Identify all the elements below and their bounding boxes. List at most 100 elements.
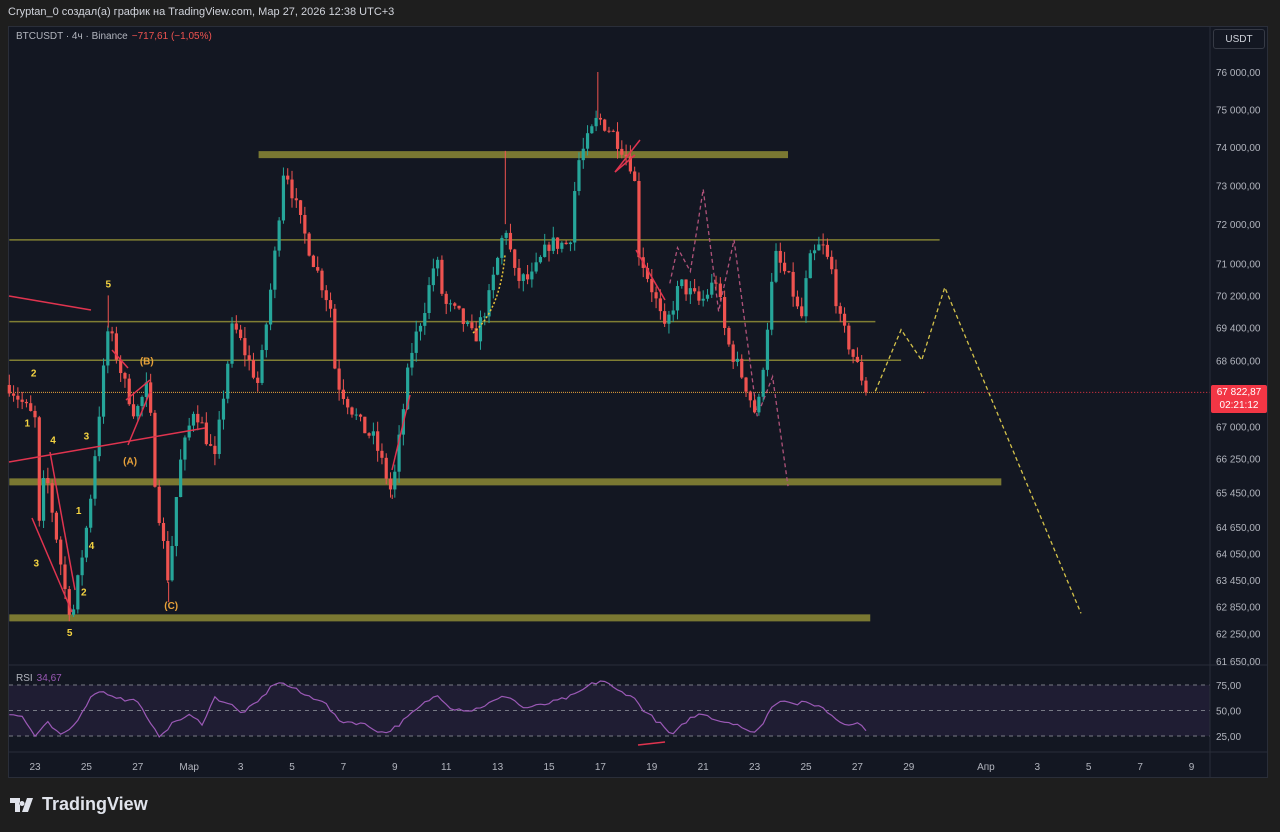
rsi-legend[interactable]: RSI 34,67 — [16, 673, 62, 684]
candle-body — [281, 175, 286, 221]
candle-body — [491, 274, 495, 291]
price-axis-label: 65 450,00 — [1216, 489, 1261, 500]
projection-path — [874, 285, 1082, 614]
candle-body — [607, 130, 611, 132]
annotation-line — [8, 295, 92, 311]
candle-body — [658, 298, 662, 312]
candle-body — [496, 257, 500, 275]
annotation-line — [111, 349, 129, 369]
time-axis-label: Апр — [977, 762, 995, 773]
candle-body — [855, 356, 859, 362]
candle-body — [153, 412, 157, 487]
candle-body — [149, 382, 153, 413]
price-axis-label: 62 850,00 — [1216, 603, 1261, 614]
time-axis-label: 9 — [392, 762, 398, 773]
candle-body — [131, 404, 136, 417]
candle-body — [157, 486, 161, 523]
time-axis-label: 29 — [903, 762, 915, 773]
candle-body — [243, 338, 247, 356]
candle-body — [551, 237, 555, 251]
candle-body — [209, 444, 213, 446]
wave-label: 2 — [81, 587, 87, 598]
time-axis-label: 7 — [1137, 762, 1143, 773]
candle-body — [701, 298, 705, 301]
candle-body — [624, 154, 628, 157]
candle-body — [239, 329, 243, 339]
candle-body — [470, 322, 474, 329]
curve-annotation — [472, 254, 506, 334]
candle-body — [705, 294, 710, 299]
time-axis-label: Мар — [179, 762, 199, 773]
price-axis-label: 66 250,00 — [1216, 454, 1261, 465]
wave-label: 1 — [25, 419, 31, 430]
candle-body — [727, 327, 731, 345]
candle-body — [264, 324, 268, 351]
wave-label: 2 — [31, 369, 37, 380]
time-axis-label: 25 — [81, 762, 93, 773]
candle-body — [110, 331, 114, 334]
time-axis-label: 23 — [29, 762, 41, 773]
candle-body — [350, 407, 354, 415]
candle-body — [20, 399, 24, 402]
candle-body — [388, 478, 393, 490]
candle-body — [530, 271, 534, 280]
candle-body — [817, 244, 821, 251]
annotation-line — [8, 427, 206, 463]
candle-body — [127, 378, 131, 405]
candles — [7, 72, 868, 622]
candle-body — [63, 564, 67, 590]
wave-label: 3 — [34, 559, 40, 570]
candle-body — [590, 126, 594, 134]
candle-body — [765, 329, 770, 370]
candle-body — [568, 242, 573, 245]
price-axis-label: 69 400,00 — [1216, 324, 1261, 335]
candle-body — [645, 267, 650, 279]
rsi-axis-label: 75,00 — [1216, 681, 1241, 692]
symbol-legend[interactable]: BTCUSDT · 4ч · Binance −717,61 (−1,05%) — [16, 31, 212, 42]
candle-body — [847, 325, 851, 350]
candle-body — [166, 540, 170, 581]
candle-body — [615, 131, 620, 149]
tradingview-logo[interactable]: TradingView — [10, 794, 148, 815]
time-axis-label: 25 — [800, 762, 812, 773]
candle-body — [800, 306, 804, 317]
candle-body — [757, 396, 761, 413]
candle-body — [525, 274, 530, 280]
price-axis-label: 74 000,00 — [1216, 143, 1261, 154]
candle-body — [740, 358, 744, 378]
candle-body — [371, 431, 375, 436]
candle-body — [406, 367, 410, 410]
tradingview-logo-icon — [10, 797, 33, 812]
candle-body — [513, 249, 517, 268]
candle-body — [791, 271, 795, 297]
candle-body — [753, 400, 757, 413]
price-axis-label: 62 250,00 — [1216, 630, 1261, 641]
candle-body — [230, 323, 234, 364]
candle-body — [328, 300, 333, 309]
price-axis-label: 64 650,00 — [1216, 523, 1261, 534]
chart-panel[interactable] — [8, 26, 1268, 778]
candle-body — [860, 361, 864, 381]
candle-body — [761, 369, 765, 397]
candle-body — [851, 349, 855, 357]
alt-projection — [669, 189, 789, 487]
annotation-line — [127, 391, 151, 446]
time-axis-label: 21 — [698, 762, 710, 773]
time-axis-label: 9 — [1189, 762, 1195, 773]
candle-body — [268, 289, 273, 325]
candle-body — [688, 288, 692, 295]
last-price-tag: 67 822,87 02:21:12 — [1211, 385, 1267, 413]
candle-body — [337, 368, 341, 390]
price-axis-label: 72 000,00 — [1216, 220, 1261, 231]
wave-label: (A) — [123, 457, 137, 468]
candle-body — [273, 250, 277, 290]
rsi-pane — [9, 664, 1267, 738]
currency-button[interactable]: USDT — [1213, 29, 1265, 49]
candle-body — [67, 589, 71, 615]
candle-body — [795, 296, 800, 307]
price-axis-label: 68 600,00 — [1216, 356, 1261, 367]
candle-body — [393, 471, 397, 490]
annotation-line — [635, 249, 666, 301]
rsi-title: RSI — [16, 673, 33, 684]
